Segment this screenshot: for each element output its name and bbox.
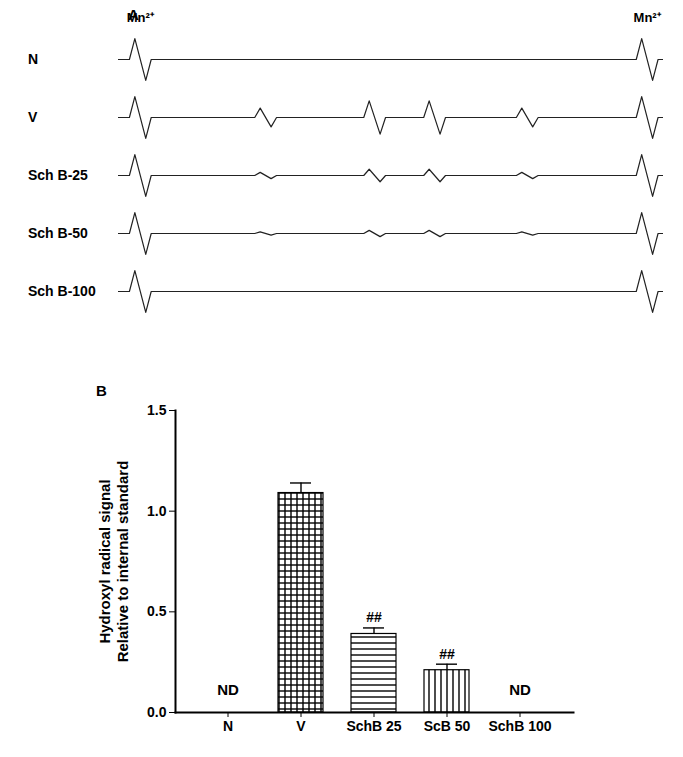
svg-text:Mn²⁺: Mn²⁺: [634, 10, 662, 25]
svg-text:SchB 25: SchB 25: [346, 718, 401, 734]
svg-text:ScB 50: ScB 50: [424, 718, 471, 734]
svg-text:1.0: 1.0: [147, 503, 167, 519]
svg-text:Mn²⁺: Mn²⁺: [127, 10, 155, 25]
svg-text:ND: ND: [217, 681, 239, 698]
svg-text:ND: ND: [509, 681, 531, 698]
svg-text:Hydroxyl radical signalRelativ: Hydroxyl radical signalRelative to inter…: [96, 461, 130, 663]
svg-text:1.5: 1.5: [147, 402, 167, 418]
svg-text:##: ##: [439, 646, 455, 662]
svg-text:0.0: 0.0: [147, 704, 167, 720]
svg-text:V: V: [296, 718, 306, 734]
svg-text:0.5: 0.5: [147, 603, 167, 619]
svg-text:SchB 100: SchB 100: [488, 718, 551, 734]
svg-text:N: N: [223, 718, 233, 734]
svg-text:##: ##: [366, 609, 382, 625]
